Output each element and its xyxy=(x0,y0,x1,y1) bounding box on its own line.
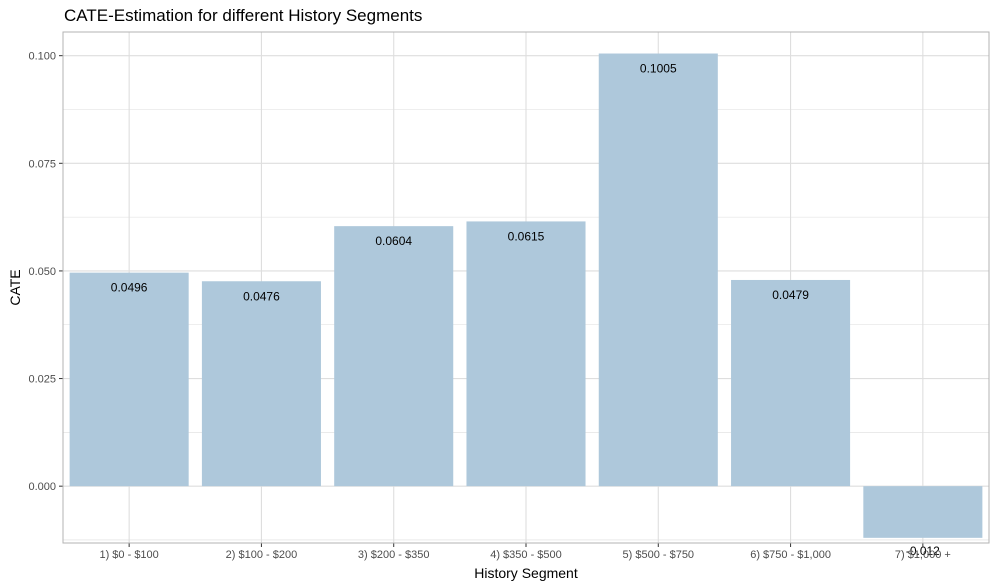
panel-border xyxy=(62,31,990,544)
y-tick-label: 0.075 xyxy=(28,158,56,170)
bar-value-label: 0.0615 xyxy=(508,229,545,243)
bar-value-label: -0.012 xyxy=(906,544,940,558)
bar xyxy=(201,281,321,487)
y-axis-title: CATE xyxy=(7,269,23,305)
bar xyxy=(598,53,718,487)
axes: 0.000 0.025 0.050 0.075 0.100 1) $0 - $100 2) … xyxy=(28,51,950,561)
y-tick-label: 0.025 xyxy=(28,374,56,386)
bar-value-label: 0.0496 xyxy=(111,281,148,295)
bar xyxy=(466,221,586,487)
x-tick-label: 2) $100 - $200 xyxy=(226,549,298,561)
data-labels: 0.0496 0.0476 0.0604 0.0615 0.1005 0.0479 -0.0… xyxy=(111,62,940,558)
x-axis-title: History Segment xyxy=(474,565,578,581)
chart-title: CATE-Estimation for different History Se… xyxy=(64,6,423,25)
bar-value-label: 0.0604 xyxy=(375,234,412,248)
x-tick-label: 5) $500 - $750 xyxy=(623,549,695,561)
x-tick-label: 6) $750 - $1,000 xyxy=(750,549,831,561)
bar-value-label: 0.0479 xyxy=(772,288,809,302)
x-tick-label: 7) $1,000 + xyxy=(895,549,951,561)
bar-value-label: 0.0476 xyxy=(243,289,280,303)
bar xyxy=(731,279,851,487)
bars xyxy=(69,53,983,538)
bar-value-label: 0.1005 xyxy=(640,62,677,76)
x-tick-label: 3) $200 - $350 xyxy=(358,549,430,561)
x-tick-label: 4) $350 - $500 xyxy=(490,549,562,561)
bar xyxy=(334,226,454,487)
y-tick-label: 0.050 xyxy=(28,266,56,278)
bar xyxy=(863,486,983,538)
bar xyxy=(69,272,189,487)
x-tick-label: 1) $0 - $100 xyxy=(99,549,158,561)
y-tick-label: 0.000 xyxy=(28,481,56,493)
y-tick-label: 0.100 xyxy=(28,51,56,63)
